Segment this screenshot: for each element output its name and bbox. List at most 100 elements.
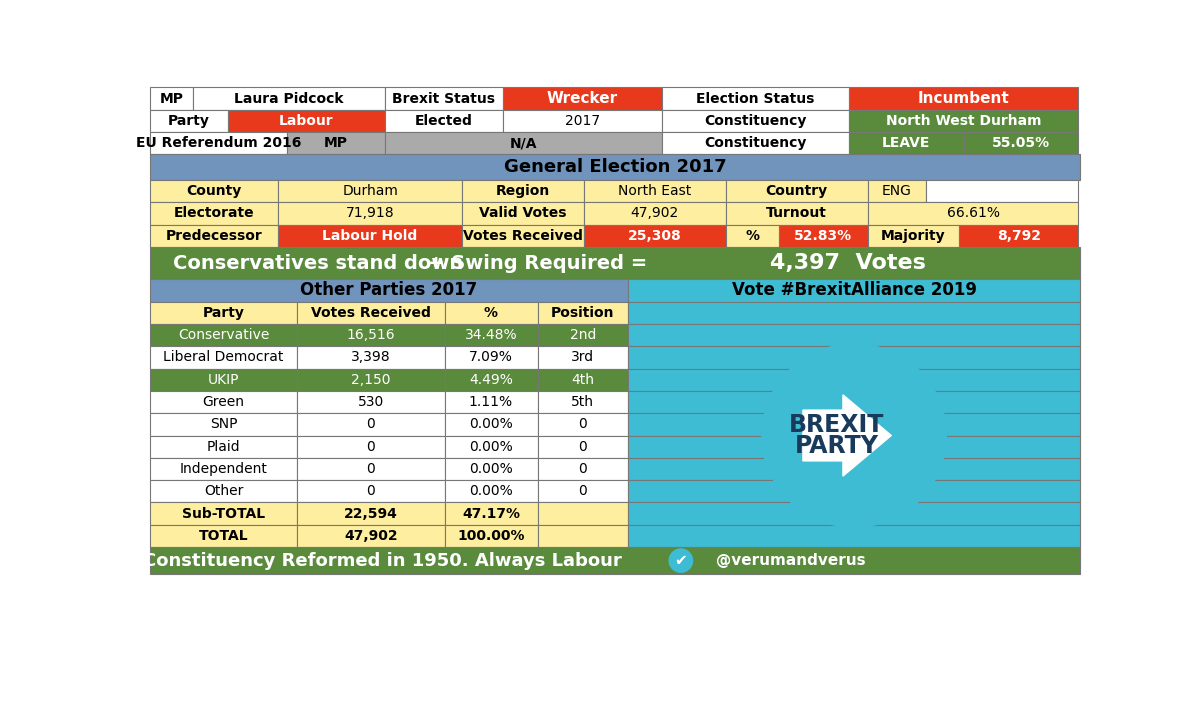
Text: 66.61%: 66.61% (947, 206, 1000, 221)
Text: BREXIT: BREXIT (790, 412, 884, 437)
Bar (462, 202, 584, 225)
Text: 25,308: 25,308 (628, 228, 682, 243)
Bar (150, 503, 298, 525)
Bar (385, 132, 661, 155)
Text: Votes Received: Votes Received (311, 306, 431, 319)
Bar (150, 155, 1080, 180)
Text: LEAVE: LEAVE (882, 136, 930, 150)
Text: 0.00%: 0.00% (469, 484, 512, 498)
Text: 8,792: 8,792 (997, 228, 1040, 243)
Text: Wrecker: Wrecker (546, 91, 618, 106)
Bar (538, 369, 628, 391)
Text: ✔: ✔ (674, 553, 688, 568)
Text: Majority: Majority (881, 228, 946, 243)
Text: 52.83%: 52.83% (794, 228, 852, 243)
Text: Plaid: Plaid (206, 440, 240, 454)
Bar (444, 503, 538, 525)
Circle shape (761, 343, 947, 528)
Text: N/A: N/A (510, 136, 536, 150)
Bar (298, 525, 444, 547)
Bar (538, 480, 628, 503)
Bar (150, 132, 287, 155)
Text: %: % (484, 306, 498, 319)
Text: Laura Pidcock: Laura Pidcock (234, 92, 343, 106)
Text: TOTAL: TOTAL (199, 529, 248, 543)
Bar (444, 458, 538, 480)
Text: 100.00%: 100.00% (457, 529, 524, 543)
Bar (850, 87, 1079, 110)
Text: 2,150: 2,150 (352, 372, 391, 387)
Text: 1.11%: 1.11% (469, 395, 514, 409)
Text: Incumbent: Incumbent (918, 91, 1009, 106)
Circle shape (668, 548, 694, 573)
Text: SNP: SNP (210, 417, 238, 431)
Text: 47.17%: 47.17% (462, 507, 520, 521)
Bar (444, 346, 538, 369)
Bar (298, 301, 444, 324)
Bar (298, 324, 444, 346)
Bar (628, 324, 1080, 346)
Text: %: % (745, 228, 760, 243)
Bar (850, 132, 964, 155)
Bar (150, 435, 298, 458)
Bar (628, 346, 1080, 369)
Text: Conservatives stand down: Conservatives stand down (173, 253, 463, 273)
Bar (726, 202, 868, 225)
Bar (628, 301, 1080, 324)
Bar (298, 480, 444, 503)
Text: Other Parties 2017: Other Parties 2017 (300, 281, 478, 299)
Text: 7.09%: 7.09% (469, 350, 512, 364)
Bar (628, 480, 1080, 503)
Bar (628, 458, 1080, 480)
Bar (584, 180, 726, 202)
Bar (925, 180, 1079, 202)
Bar (298, 458, 444, 480)
Bar (278, 225, 462, 247)
Bar (150, 346, 298, 369)
Bar (444, 301, 538, 324)
Text: 0: 0 (366, 440, 376, 454)
Bar (868, 202, 1079, 225)
Text: 5th: 5th (571, 395, 594, 409)
Text: Election Status: Election Status (696, 92, 815, 106)
Bar (964, 132, 1079, 155)
Bar (287, 132, 385, 155)
Text: + Swing Required =: + Swing Required = (428, 253, 647, 273)
Bar (538, 301, 628, 324)
Text: Party: Party (168, 114, 210, 128)
Bar (726, 225, 779, 247)
Bar (298, 413, 444, 435)
Bar (150, 87, 193, 110)
Text: MP: MP (160, 92, 184, 106)
Bar (503, 110, 661, 132)
Text: Green: Green (203, 395, 245, 409)
Text: 22,594: 22,594 (344, 507, 398, 521)
Text: 47,902: 47,902 (344, 529, 397, 543)
Bar (628, 525, 1080, 547)
Text: 0: 0 (578, 462, 587, 476)
Text: MP: MP (324, 136, 348, 150)
Text: Turnout: Turnout (767, 206, 827, 221)
Bar (150, 458, 298, 480)
Bar (298, 435, 444, 458)
Bar (150, 413, 298, 435)
Text: Elected: Elected (415, 114, 473, 128)
Text: Brexit Status: Brexit Status (392, 92, 496, 106)
Text: Vote #BrexitAlliance 2019: Vote #BrexitAlliance 2019 (732, 281, 977, 299)
Text: Other: Other (204, 484, 244, 498)
Text: 4th: 4th (571, 372, 594, 387)
Bar (538, 324, 628, 346)
Bar (228, 110, 385, 132)
Bar (444, 369, 538, 391)
Bar (444, 480, 538, 503)
Bar (584, 225, 726, 247)
Bar (150, 301, 298, 324)
Bar (298, 346, 444, 369)
Bar (150, 279, 628, 301)
Bar (444, 324, 538, 346)
Bar (278, 202, 462, 225)
Text: Durham: Durham (342, 184, 398, 198)
Bar (385, 87, 503, 110)
Bar (538, 413, 628, 435)
Text: Constituency: Constituency (704, 114, 806, 128)
